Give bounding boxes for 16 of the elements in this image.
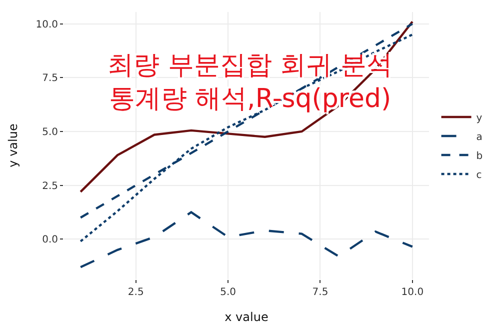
y-tick-label: 5.0 — [42, 127, 58, 138]
legend-label: b — [476, 150, 483, 162]
legend-label: c — [476, 170, 482, 181]
y-tick-label: 2.5 — [42, 180, 58, 192]
legend-label: y — [476, 112, 482, 124]
y-tick-label: 7.5 — [42, 73, 58, 84]
x-tick-label: 10.0 — [401, 287, 424, 298]
x-tick-label: 5.0 — [220, 287, 236, 298]
y-tick-label: 10.0 — [36, 19, 58, 30]
y-tick-label: 0.0 — [42, 234, 58, 246]
line-series — [79, 211, 414, 268]
x-tick-label: 2.5 — [128, 287, 144, 298]
x-tick-label: 7.5 — [312, 287, 328, 298]
legend-label: a — [476, 132, 482, 143]
y-axis-title: y value — [6, 124, 20, 168]
x-axis-title: x value — [224, 310, 268, 324]
